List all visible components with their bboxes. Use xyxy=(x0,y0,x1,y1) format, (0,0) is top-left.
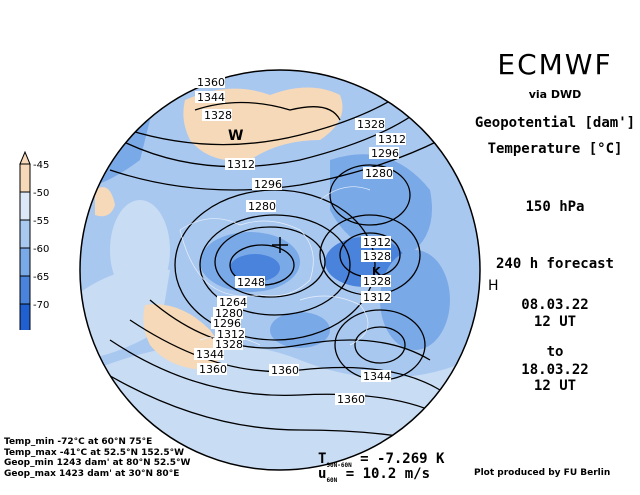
legend-label: -50 xyxy=(33,188,49,199)
u-symbol: u xyxy=(318,466,327,482)
contour-label: 1312 xyxy=(227,158,255,171)
contour-label-bg xyxy=(361,250,391,262)
contour-label: 1248 xyxy=(237,276,265,289)
contour-label-bg xyxy=(252,178,282,190)
init-time: 12 UT xyxy=(533,314,577,330)
contour-label-bg xyxy=(246,200,276,212)
geop-min: Geop_min 1243 dam' at 80°N 52.5°W xyxy=(4,458,191,468)
contour-label: 1296 xyxy=(213,317,241,330)
contour-label-bg xyxy=(369,147,399,159)
legend-swatch xyxy=(19,247,31,277)
contour-label-bg xyxy=(195,91,225,103)
contour-label-bg xyxy=(194,348,224,360)
forecast-lead: 240 h forecast xyxy=(495,256,614,272)
legend-swatch xyxy=(19,163,31,193)
legend-swatch xyxy=(19,191,31,221)
geop-max: Geop_max 1423 dam' at 30°N 80°E xyxy=(4,468,180,479)
legend-label: -45 xyxy=(33,160,49,171)
low-marker: K xyxy=(372,265,381,278)
t-subscript: 90N-60N xyxy=(326,461,352,469)
contour-label: 1312 xyxy=(363,291,391,304)
legend-label: -65 xyxy=(33,272,49,283)
extremes-block: Temp_min -72°C at 60°N 75°E Temp_max -41… xyxy=(4,437,190,479)
legend-label: -70 xyxy=(33,300,49,311)
contour-label-bg xyxy=(202,109,232,121)
contour-label: 1280 xyxy=(248,200,276,213)
contour-label: 1328 xyxy=(363,275,391,288)
contour-label: 1312 xyxy=(217,328,245,341)
legend-label: -55 xyxy=(33,216,49,227)
contour-label: 1328 xyxy=(357,118,385,131)
field-temperature: Temperature [°C] xyxy=(487,141,623,157)
map-disc xyxy=(80,70,480,470)
contour-label-bg xyxy=(217,296,247,308)
t-symbol: T xyxy=(318,451,327,467)
contour-label-bg xyxy=(361,370,391,382)
contour-label-bg xyxy=(235,276,265,288)
contour-label: 1296 xyxy=(254,178,282,191)
contour-label-bg xyxy=(355,118,385,130)
to-label: to xyxy=(546,344,564,360)
contour-label-bg xyxy=(213,338,243,350)
contour-label: 1328 xyxy=(363,250,391,263)
mean-temperature-diagnostic: T90N-60N = -7.269 K xyxy=(318,451,444,469)
valid-date: 18.03.22 xyxy=(521,362,589,378)
pole-cross xyxy=(272,237,288,253)
u-value: = 10.2 m/s xyxy=(337,466,430,482)
legend-swatch xyxy=(19,275,31,305)
contour-label-bg xyxy=(197,363,227,375)
contour-label-bg xyxy=(376,133,406,145)
contour-label: 1344 xyxy=(363,370,391,383)
contour-label-bg xyxy=(361,291,391,303)
contour-label-bg xyxy=(195,76,225,88)
contour-label-bg xyxy=(361,275,391,287)
contour-label: 1328 xyxy=(204,109,232,122)
valid-time: 12 UT xyxy=(533,378,577,394)
contour-label: 1360 xyxy=(271,364,299,377)
legend-arrow-top xyxy=(19,150,31,165)
temp-max: Temp_max -41°C at 52.5°N 152.5°W xyxy=(4,447,185,458)
credit-line: Plot produced by FU Berlin xyxy=(474,468,611,478)
contour-label: 1264 xyxy=(219,296,247,309)
contour-label-bg xyxy=(215,328,245,340)
map-border xyxy=(79,69,481,471)
contour-label-bg xyxy=(363,167,393,179)
geopotential-contours xyxy=(99,94,461,451)
legend-label: -60 xyxy=(33,244,49,255)
mean-wind-diagnostic: u60N = 10.2 m/s xyxy=(318,466,430,484)
field-geopotential: Geopotential [dam'] xyxy=(474,115,636,131)
pole-marker: H xyxy=(488,278,499,294)
source-label: via DWD xyxy=(528,88,582,101)
high-marker: W xyxy=(228,128,243,144)
contour-label: 1312 xyxy=(363,236,391,249)
contour-label: 1280 xyxy=(215,307,243,320)
contour-label-bg xyxy=(225,158,255,170)
legend-swatch xyxy=(19,303,31,330)
legend-swatch xyxy=(19,219,31,249)
contour-label: 1328 xyxy=(215,338,243,351)
contour-label: 1360 xyxy=(197,76,225,89)
init-date: 08.03.22 xyxy=(521,297,589,313)
brand-title: ECMWF xyxy=(497,48,613,81)
temp-min: Temp_min -72°C at 60°N 75°E xyxy=(4,437,153,447)
contour-label-bg xyxy=(211,317,241,329)
contour-label-bg xyxy=(335,393,365,405)
contour-label: 1296 xyxy=(371,147,399,160)
contour-label: 1360 xyxy=(337,393,365,406)
contour-label: 1360 xyxy=(199,363,227,376)
contour-label: 1312 xyxy=(378,133,406,146)
contour-label: 1344 xyxy=(196,348,224,361)
coastlines xyxy=(179,186,371,346)
contour-label: 1280 xyxy=(365,167,393,180)
contour-label-bg xyxy=(213,307,243,319)
contour-label-bg xyxy=(361,236,391,248)
t-value: = -7.269 K xyxy=(351,451,445,467)
contour-label-bg xyxy=(269,364,299,376)
u-subscript: 60N xyxy=(326,476,338,484)
pressure-level: 150 hPa xyxy=(525,199,585,215)
contour-label: 1344 xyxy=(197,91,225,104)
temperature-legend: -45 -50 -55 -60 -65 -70 xyxy=(19,150,49,330)
